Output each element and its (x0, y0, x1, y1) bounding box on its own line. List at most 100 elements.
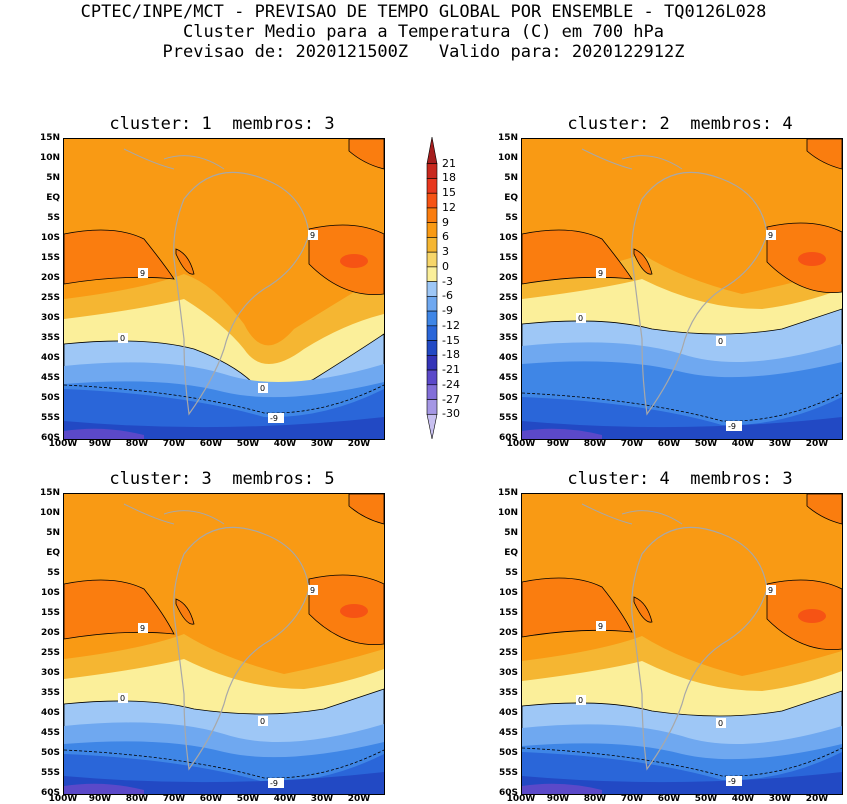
colorbar-swatch (426, 355, 438, 371)
lon-tick: 80W (125, 794, 149, 804)
colorbar-swatch (426, 310, 438, 327)
lat-tick: 20S (40, 628, 60, 638)
lon-tick: 60W (199, 439, 223, 449)
contour-minus9 (64, 384, 384, 414)
colorbar-swatch (426, 222, 438, 238)
contour-label-minus9: -9 (268, 778, 284, 788)
colorbar (424, 134, 464, 444)
lat-tick: 5S (505, 568, 518, 578)
lon-tick: 20W (805, 794, 829, 804)
lat-tick: 35S (498, 688, 518, 698)
lat-tick: 30S (40, 668, 60, 678)
lon-tick: 50W (236, 794, 260, 804)
lat-tick: 15S (40, 253, 60, 263)
colorbar-swatch (426, 281, 438, 297)
colorbar-label: -21 (442, 363, 460, 377)
svg-text:-9: -9 (270, 414, 278, 423)
land-outline (173, 526, 310, 771)
contour-label-9: 9 (138, 623, 148, 633)
colorbar-swatch (426, 340, 438, 356)
contour-label-minus9: -9 (726, 421, 742, 431)
lat-tick: 20S (40, 273, 60, 283)
contour-label-9b: 9 (308, 585, 318, 595)
lon-tick: 70W (620, 794, 644, 804)
colorbar-swatch (426, 163, 438, 179)
lon-tick: 70W (162, 439, 186, 449)
colorbar-label: -15 (442, 333, 460, 347)
contour-label-9b: 9 (766, 230, 776, 240)
lat-tick: 45S (40, 728, 60, 738)
lat-tick: 5S (47, 568, 60, 578)
lon-tick: 90W (546, 439, 570, 449)
map-panel-1: 9 9 0 0 -9 (63, 138, 385, 440)
panel-title-2: cluster: 2 membros: 4 (567, 114, 793, 134)
colorbar-label: -30 (442, 407, 460, 421)
lat-tick: 30S (40, 313, 60, 323)
svg-text:-9: -9 (270, 779, 278, 788)
colorbar-swatch (426, 207, 438, 223)
svg-text:-9: -9 (728, 777, 736, 786)
lat-tick: 60S (40, 788, 60, 798)
lat-tick: 25S (498, 648, 518, 658)
lat-tick: EQ (504, 548, 518, 558)
lat-tick: 5N (504, 528, 518, 538)
figure-title-line1: CPTEC/INPE/MCT - PREVISAO DE TEMPO GLOBA… (80, 2, 767, 22)
lat-tick: 10S (40, 588, 60, 598)
lat-tick: 50S (40, 748, 60, 758)
lat-tick: 25S (498, 293, 518, 303)
lat-tick: 50S (498, 748, 518, 758)
lon-tick: 20W (347, 439, 371, 449)
colorbar-label: 15 (442, 186, 456, 200)
contour-label-9b: 9 (766, 585, 776, 595)
land-outline (173, 171, 310, 416)
svg-text:0: 0 (120, 334, 125, 343)
lat-tick: 10S (40, 233, 60, 243)
lon-tick: 30W (768, 439, 792, 449)
svg-text:9: 9 (310, 586, 315, 595)
panel-title-3: cluster: 3 membros: 5 (109, 469, 335, 489)
colorbar-swatch (426, 325, 438, 341)
svg-text:9: 9 (140, 624, 145, 633)
lon-tick: 30W (768, 794, 792, 804)
lon-tick: 70W (162, 794, 186, 804)
contour-label-0: 0 (576, 695, 586, 705)
lon-tick: 80W (125, 439, 149, 449)
svg-text:9: 9 (768, 231, 773, 240)
lon-tick: 70W (620, 439, 644, 449)
map-panel-2: 9 9 0 0 -9 (521, 138, 843, 440)
lon-tick: 100W (48, 794, 78, 804)
colorbar-label: -18 (442, 348, 460, 362)
lon-tick: 80W (583, 794, 607, 804)
contour-label-0: 0 (118, 693, 128, 703)
contour-label-minus9: -9 (268, 413, 284, 423)
lat-tick: 55S (40, 768, 60, 778)
svg-text:0: 0 (260, 717, 265, 726)
colorbar-swatch (426, 192, 438, 209)
lat-tick: 5N (46, 528, 60, 538)
colorbar-arrow-top (426, 136, 438, 165)
lat-tick: 5N (504, 173, 518, 183)
lat-tick: 20S (498, 273, 518, 283)
lat-tick: 50S (498, 393, 518, 403)
lon-tick: 50W (694, 439, 718, 449)
lon-tick: 60W (657, 439, 681, 449)
contour-label-0b: 0 (258, 383, 268, 393)
lat-tick: 45S (40, 373, 60, 383)
svg-text:0: 0 (578, 314, 583, 323)
lat-tick: 15N (39, 488, 60, 498)
colorbar-label: -9 (442, 304, 453, 318)
colorbar-label: -3 (442, 274, 453, 288)
contour-label-0b: 0 (258, 716, 268, 726)
lat-tick: 25S (40, 648, 60, 658)
lat-tick: EQ (46, 548, 60, 558)
contour-label-9: 9 (596, 621, 606, 631)
contour-minus9 (522, 747, 842, 777)
lon-tick: 90W (88, 794, 112, 804)
colorbar-swatch (426, 369, 438, 386)
lon-tick: 40W (273, 439, 297, 449)
lat-tick: 5N (46, 173, 60, 183)
land-outline (631, 526, 768, 771)
lat-tick: 40S (498, 708, 518, 718)
lat-tick: 60S (498, 433, 518, 443)
svg-text:9: 9 (140, 269, 145, 278)
